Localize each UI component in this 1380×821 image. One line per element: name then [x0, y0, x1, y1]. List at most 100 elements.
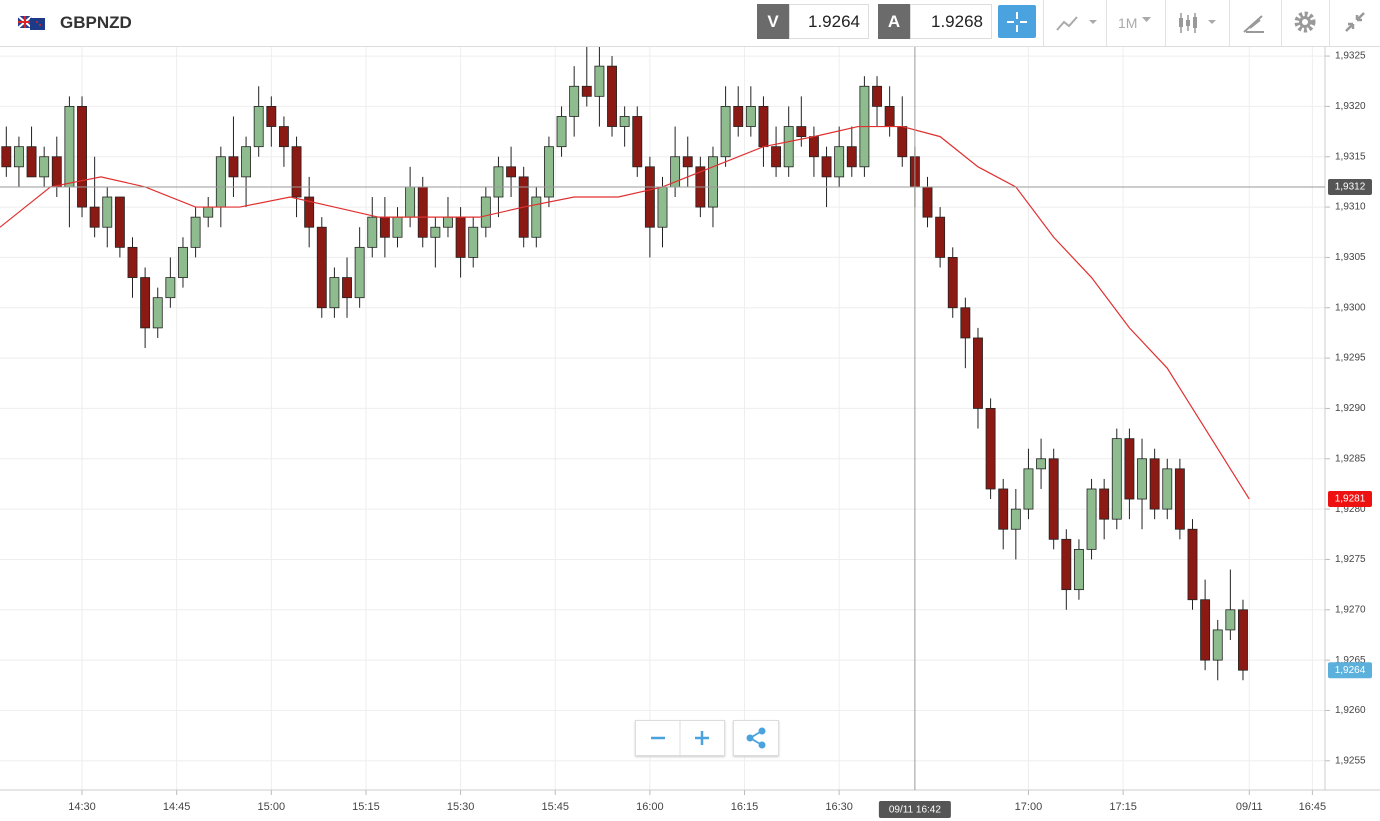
candle-body [1137, 458, 1147, 500]
candle-body [228, 156, 239, 178]
candle-body [468, 226, 479, 258]
candle-body [935, 216, 946, 258]
candle-body [1212, 629, 1223, 661]
candle-body [985, 408, 996, 490]
x-tick-label: 09/11 [1236, 801, 1263, 813]
y-tick-label: 1,9315 [1335, 151, 1366, 162]
candle-body [417, 186, 428, 238]
candle-body [178, 246, 188, 278]
y-tick-label: 1,9290 [1335, 403, 1366, 414]
collapse-button[interactable] [1343, 10, 1367, 34]
candle-body [1225, 609, 1236, 631]
candle-body [872, 85, 882, 107]
draw-button[interactable] [1242, 12, 1266, 34]
price-marker-label: 1,9281 [1335, 494, 1366, 505]
candle-body [266, 106, 277, 127]
y-tick-label: 1,9305 [1335, 252, 1366, 263]
y-tick-label: 1,9300 [1335, 302, 1366, 313]
candle-body [834, 146, 845, 178]
x-tick-label: 16:30 [825, 801, 853, 813]
share-button[interactable] [733, 720, 779, 756]
candle-body [1200, 599, 1211, 661]
candle-body [922, 186, 933, 218]
candle-body [241, 146, 252, 178]
candle-body [215, 156, 226, 208]
candle-body [632, 116, 643, 168]
candle-body [1162, 468, 1173, 510]
candle-body [278, 126, 289, 148]
candle-body [89, 206, 100, 228]
candle-body [203, 206, 214, 218]
candle-body [1238, 609, 1248, 671]
candle-body [531, 196, 542, 238]
candle-body [594, 65, 605, 97]
x-tick-label: 14:45 [163, 801, 191, 813]
candle-body [1061, 538, 1072, 591]
price-marker-label: 1,9264 [1335, 665, 1366, 676]
sell-label[interactable]: V [757, 4, 789, 39]
candle-body [1187, 528, 1198, 601]
y-tick-label: 1,9280 [1335, 504, 1366, 515]
candle-body [443, 216, 453, 228]
candle-body [506, 166, 517, 178]
candle-body [733, 106, 744, 127]
buy-price[interactable]: 1.9268 [910, 4, 992, 39]
x-tick-label: 17:00 [1015, 801, 1043, 813]
candle-type-button[interactable] [1177, 11, 1222, 35]
x-tick-label: 16:45 [1299, 801, 1327, 813]
candle-body [771, 146, 782, 168]
candle-body [190, 216, 201, 248]
candle-body [77, 106, 87, 208]
candle-body [127, 246, 138, 278]
x-tick-label: 15:00 [258, 801, 286, 813]
chart-type-button[interactable] [1055, 12, 1100, 34]
candle-body [619, 116, 630, 127]
y-tick-label: 1,9285 [1335, 453, 1366, 464]
buy-label[interactable]: A [878, 4, 910, 39]
candle-body [114, 196, 125, 248]
x-tick-label: 15:30 [447, 801, 475, 813]
candle-body [1010, 508, 1021, 530]
y-tick-label: 1,9265 [1335, 655, 1366, 666]
candle-body [846, 146, 857, 168]
candle-body [897, 126, 908, 158]
price-marker [1328, 491, 1372, 508]
candle-body [39, 156, 50, 178]
crosshair-y-label: 1,9312 [1335, 182, 1366, 193]
candle-body [102, 196, 113, 228]
candle-body [64, 106, 75, 188]
candle-body [745, 106, 756, 127]
crosshair-x-label: 09/11 16:42 [889, 805, 942, 816]
candle-body [581, 85, 592, 97]
candle-body [392, 216, 403, 238]
candle-body [405, 186, 416, 218]
symbol: GBPNZD [60, 13, 132, 32]
timeframe-button[interactable]: 1M [1118, 15, 1138, 31]
crosshair-x-box [878, 801, 951, 818]
candle-body [379, 216, 390, 238]
x-tick-label: 14:30 [68, 801, 96, 813]
candle-body [1048, 458, 1059, 540]
y-tick-label: 1,9260 [1335, 705, 1366, 716]
candle-body [51, 156, 62, 188]
header: GBPNZD V 1.9264 A 1.9268 1M [0, 0, 1380, 47]
candle-body [1124, 438, 1135, 500]
candle-body [26, 146, 37, 178]
candle-body [367, 216, 378, 248]
candle-body [342, 277, 352, 299]
candle-body [1149, 458, 1160, 510]
candle-body [808, 136, 819, 158]
zoom-controls [635, 720, 725, 756]
settings-button[interactable] [1293, 10, 1317, 34]
candle-body [973, 337, 983, 409]
candle-body [657, 186, 668, 228]
sell-price[interactable]: 1.9264 [789, 4, 869, 39]
flag-icon [18, 16, 45, 30]
candle-body [1023, 468, 1034, 510]
crosshair-button[interactable] [998, 5, 1036, 38]
share-icon [746, 727, 766, 749]
zoom-icons [636, 721, 709, 755]
moving-average [0, 125, 1250, 500]
candle-body [682, 156, 693, 168]
